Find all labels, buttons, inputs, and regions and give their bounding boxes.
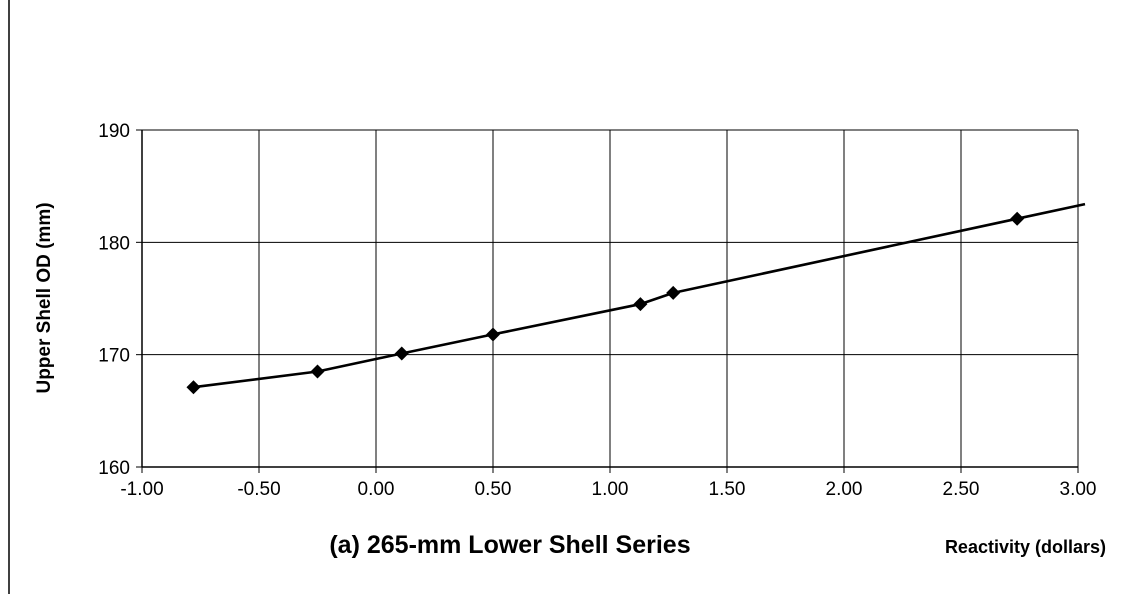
data-point-marker	[310, 364, 325, 379]
x-tick-label: 1.00	[592, 479, 629, 500]
x-axis-label: Reactivity (dollars)	[945, 537, 1106, 557]
data-point-marker	[394, 346, 409, 361]
x-tick-label: -0.50	[237, 479, 280, 500]
x-tick-label: 1.50	[709, 479, 746, 500]
y-tick-labels: 160 170 180 190	[98, 121, 130, 479]
data-point-marker	[1010, 211, 1025, 226]
axes	[136, 129, 1079, 473]
x-tick-label: 2.00	[826, 479, 863, 500]
data-series	[186, 202, 1086, 395]
series-line	[193, 202, 1086, 389]
data-point-marker	[186, 380, 201, 395]
x-tick-label: 3.00	[1060, 479, 1097, 500]
y-tick-label: 160	[98, 458, 130, 479]
y-tick-label: 190	[98, 121, 130, 142]
data-point-marker	[666, 285, 681, 300]
x-tick-label: 0.00	[358, 479, 395, 500]
x-tick-label: 2.50	[943, 479, 980, 500]
y-axis-label: Upper Shell OD (mm)	[34, 202, 55, 393]
x-tick-label: -1.00	[120, 479, 163, 500]
grid	[142, 129, 1079, 467]
chart-title: (a) 265-mm Lower Shell Series	[329, 531, 690, 559]
y-tick-label: 180	[98, 233, 130, 254]
data-point-marker	[633, 297, 648, 312]
x-tick-labels: -1.00 -0.50 0.00 0.50 1.00 1.50 2.00 2.50 3.00	[120, 479, 1096, 500]
x-tick-label: 0.50	[475, 479, 512, 500]
data-point-marker	[486, 327, 500, 342]
y-tick-label: 170	[98, 346, 130, 367]
